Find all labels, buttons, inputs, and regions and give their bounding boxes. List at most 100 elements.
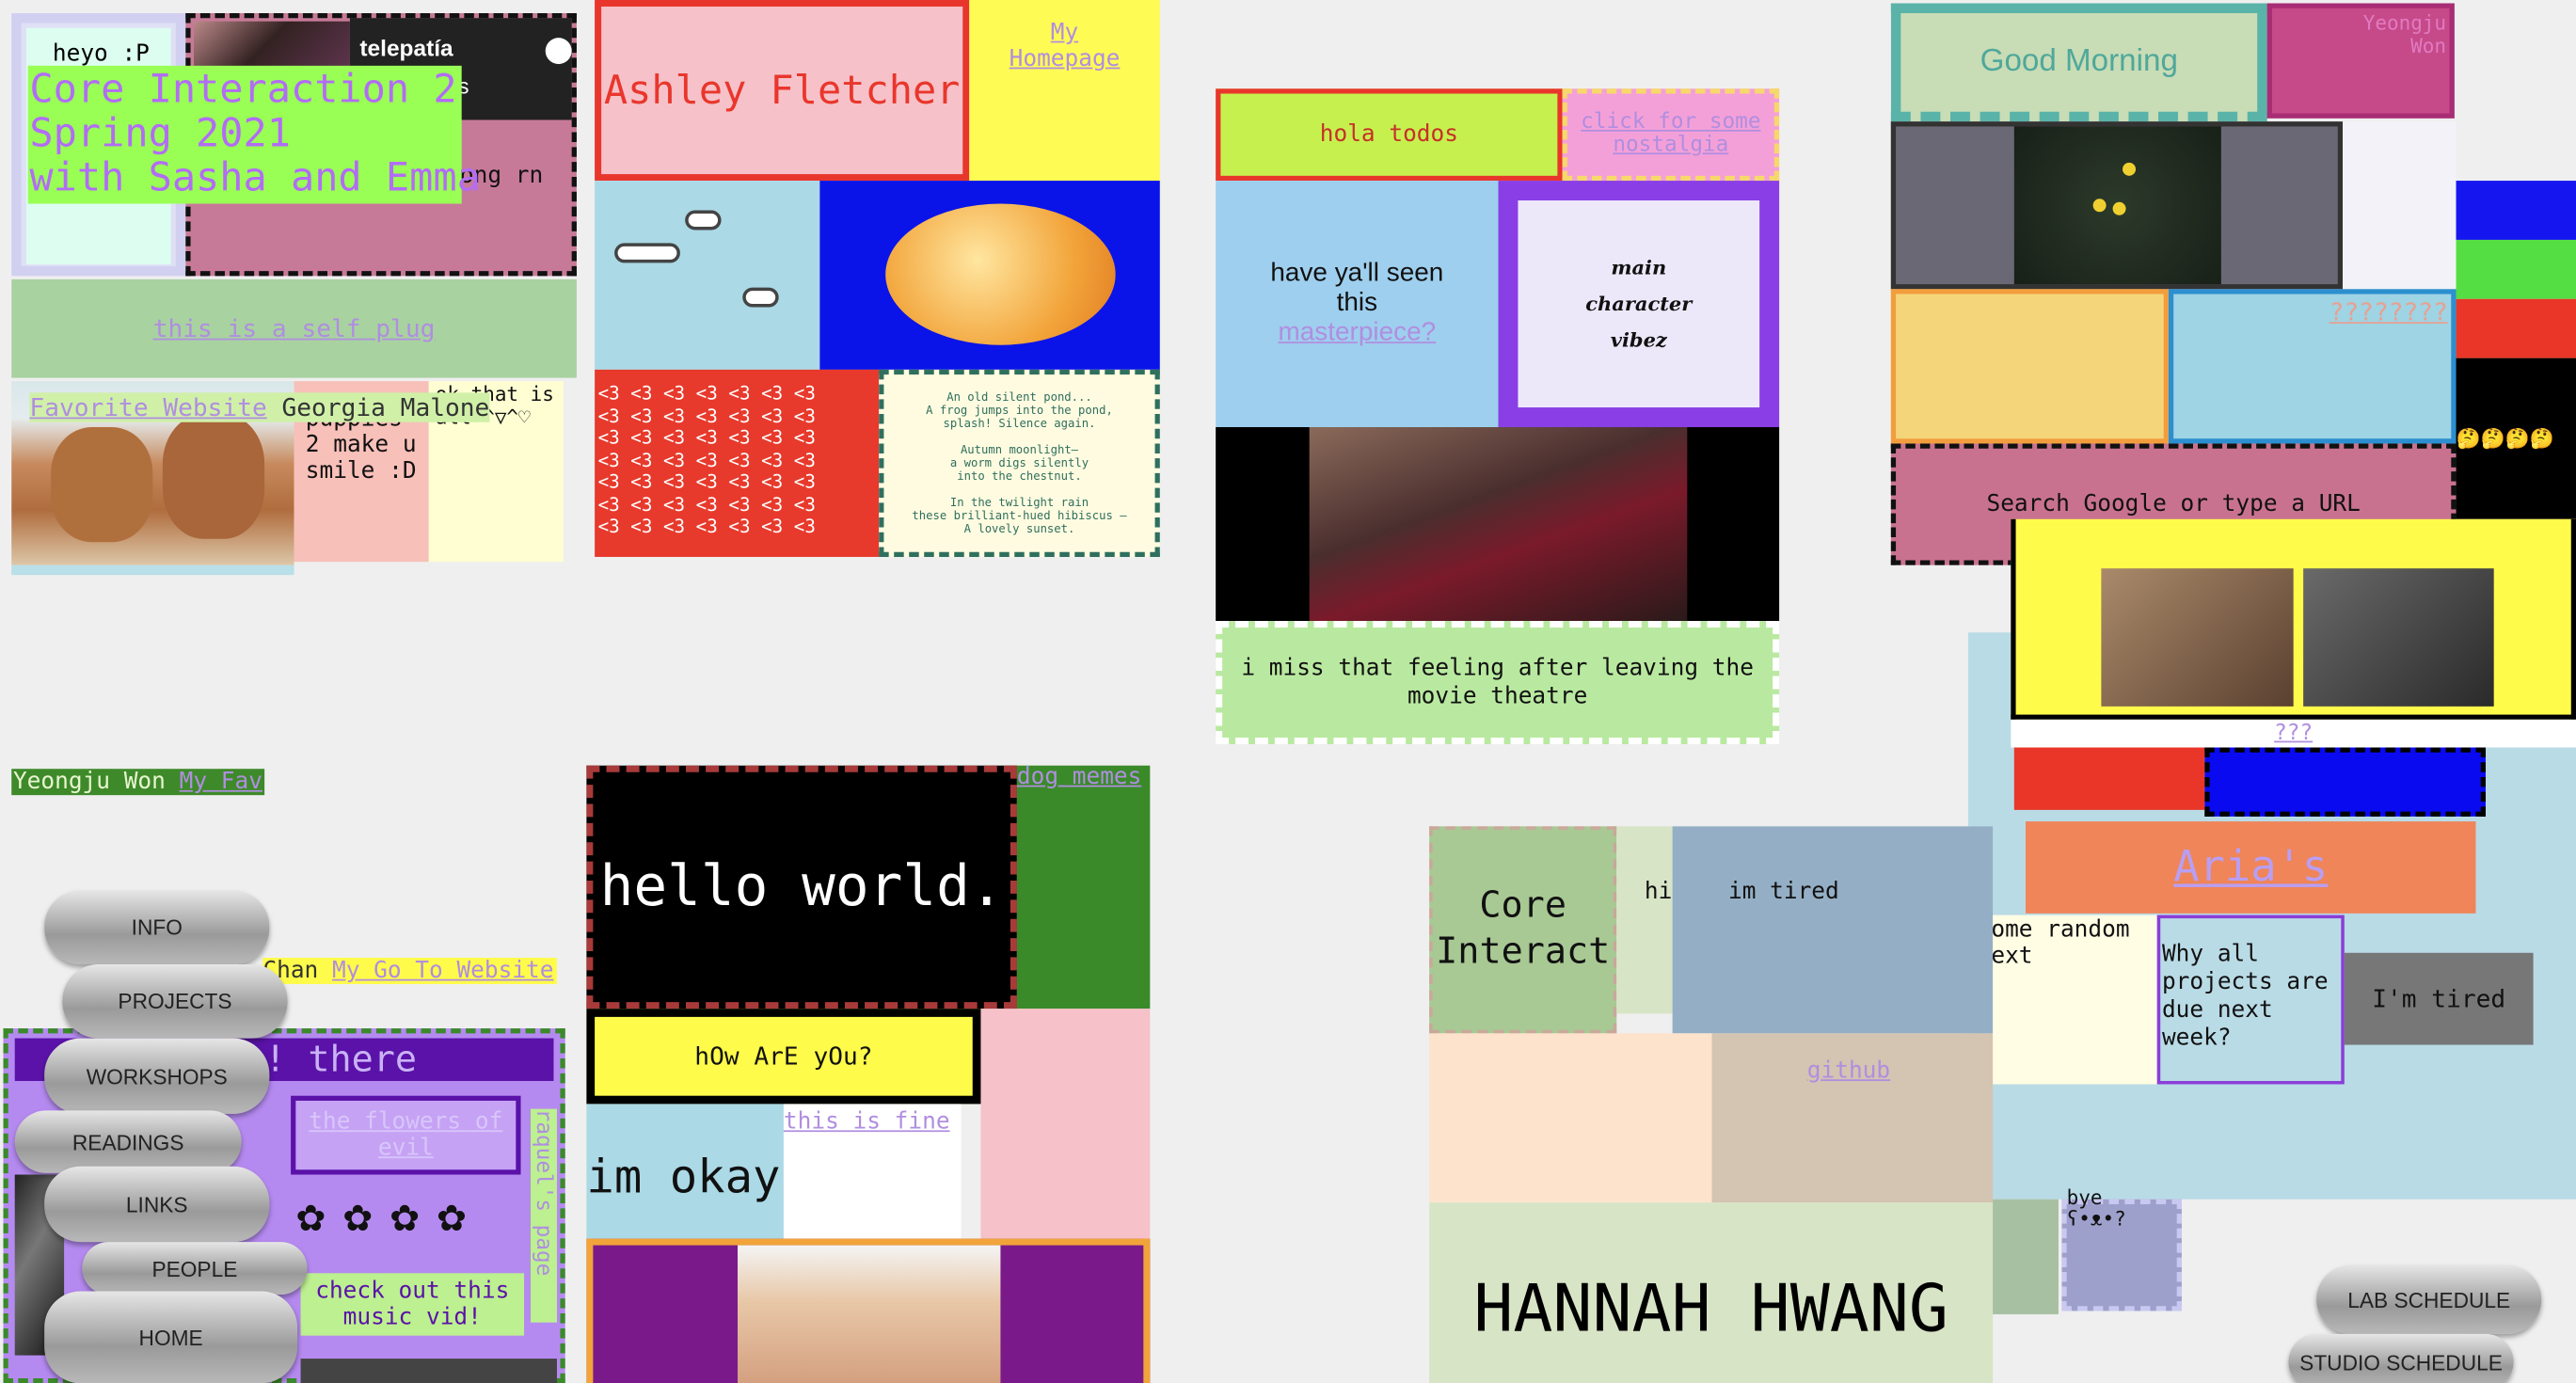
light-blue-block bbox=[586, 1104, 784, 1239]
red-bar bbox=[2013, 747, 2205, 810]
nav-projects-button[interactable]: PROJECTS bbox=[62, 964, 288, 1039]
orange-block bbox=[1890, 289, 2169, 444]
hi-box: hi bbox=[1616, 826, 1673, 1014]
nav-info-button[interactable]: INFO bbox=[44, 890, 270, 965]
hola-text: hola todos bbox=[1319, 121, 1458, 149]
seen-this-text: have ya'll seen this bbox=[1270, 259, 1444, 318]
spotify-logo-icon bbox=[545, 38, 572, 65]
yeongju-corner-text: Yeongju Won bbox=[2362, 11, 2447, 58]
three-q-link[interactable]: ??? bbox=[2274, 721, 2314, 746]
yeongju-bar: Yeongju Won My Fav bbox=[11, 769, 264, 796]
dog-memes-link[interactable]: dog memes bbox=[1016, 763, 1142, 790]
theatre-caption-box: i miss that feeling after leaving the mo… bbox=[1216, 621, 1780, 745]
theatre-caption: i miss that feeling after leaving the mo… bbox=[1241, 654, 1754, 709]
hannah-name: HANNAH HWANG bbox=[1473, 1271, 1948, 1347]
my-fav-link[interactable]: My Fav bbox=[179, 769, 262, 796]
some-random-text: ome random ext bbox=[1991, 916, 2130, 970]
heyo-text: heyo :P bbox=[52, 40, 150, 68]
blue-bar bbox=[2204, 747, 2486, 817]
hearts-line-6: <3 <3 <3 <3 <3 <3 <3 bbox=[597, 493, 816, 516]
ducks-image bbox=[1890, 121, 2344, 290]
aria-link[interactable]: Aria's bbox=[2173, 842, 2329, 893]
main-character-text: main character vibez bbox=[1585, 256, 1693, 352]
nostalgia-box: click for some nostalgia bbox=[1562, 88, 1780, 182]
hearts-line-5: <3 <3 <3 <3 <3 <3 <3 bbox=[597, 471, 816, 493]
goldfish-image bbox=[819, 181, 1160, 370]
nav-home-button[interactable]: HOME bbox=[44, 1291, 298, 1383]
stripe-green bbox=[2456, 239, 2576, 299]
nav-readings-button[interactable]: READINGS bbox=[14, 1110, 242, 1173]
aria-box: Aria's bbox=[2026, 821, 2476, 914]
pink-right-block bbox=[980, 1009, 1151, 1239]
flowers-row: ✿ ✿ ✿ ✿ bbox=[295, 1197, 470, 1239]
nostalgia-link[interactable]: click for some nostalgia bbox=[1581, 109, 1761, 158]
masterpiece-link[interactable]: masterpiece? bbox=[1278, 318, 1437, 347]
github-link[interactable]: github bbox=[1806, 1057, 1891, 1085]
main-character-box: main character vibez bbox=[1498, 181, 1780, 428]
emoji-row: 🤔🤔🤔🤔 bbox=[2456, 427, 2554, 451]
harold-frame bbox=[586, 1238, 1151, 1383]
haiku-box: An old silent pond... A frog jumps into … bbox=[879, 369, 1160, 557]
nav-workshops-button[interactable]: WORKSHOPS bbox=[44, 1038, 270, 1114]
white-block-2 bbox=[783, 1104, 962, 1239]
check-out-text: check out this music vid! bbox=[315, 1278, 510, 1331]
flowers-of-evil-box: the flowers of evil bbox=[291, 1095, 521, 1175]
im-tired-2-text: I'm tired bbox=[2372, 983, 2506, 1014]
raquels-page-link[interactable]: raquel's page bbox=[531, 1108, 556, 1277]
song-fragment: ong rn bbox=[459, 162, 544, 189]
im-tired-box: im tired bbox=[1672, 826, 1994, 1034]
ashley-name: Ashley Fletcher bbox=[603, 67, 961, 114]
nav-links-button[interactable]: LINKS bbox=[44, 1166, 270, 1243]
some-random-box: ome random ext bbox=[1991, 914, 2157, 1085]
nav-people-button[interactable]: PEOPLE bbox=[82, 1242, 308, 1295]
self-plug-link[interactable]: this is a self plug bbox=[152, 313, 436, 343]
check-out-box: check out this music vid! bbox=[300, 1273, 525, 1336]
stripe-red bbox=[2456, 298, 2576, 358]
haiku-text: An old silent pond... A frog jumps into … bbox=[912, 390, 1127, 536]
yeongju-corner-box: Yeongju Won bbox=[2266, 3, 2455, 119]
question-marks: ???????? bbox=[2329, 297, 2448, 327]
why-all-box: Why all projects are due next week? bbox=[2156, 914, 2345, 1085]
chan-bar: Chan My Go To Website bbox=[262, 958, 557, 984]
this-is-fine-link[interactable]: this is fine bbox=[783, 1108, 950, 1136]
spotify-title: telepatía bbox=[359, 34, 453, 61]
raquels-page-box: raquel's page bbox=[531, 1108, 557, 1323]
hello-world-text: hello world. bbox=[599, 854, 1004, 920]
my-go-to-link[interactable]: My Go To Website bbox=[331, 958, 554, 984]
homepage-box: My Homepage bbox=[969, 0, 1160, 182]
hearts-line-1: <3 <3 <3 <3 <3 <3 <3 bbox=[597, 382, 816, 405]
dog-memes-box: dog memes bbox=[1016, 763, 1151, 1009]
this-is-fine-text: this is fine bbox=[783, 1104, 950, 1136]
flowers-of-evil-link[interactable]: the flowers of evil bbox=[309, 1108, 503, 1162]
bye-box: bye ʕ•ᴥ•? bbox=[2061, 1187, 2182, 1311]
seen-this-box: have ya'll seen this masterpiece? bbox=[1216, 181, 1499, 428]
monkey-frame bbox=[2011, 518, 2576, 720]
spotify-fragment: s bbox=[458, 73, 469, 99]
search-google-text: Search Google or type a URL bbox=[1986, 491, 2361, 518]
studio-schedule-button[interactable]: STUDIO SCHEDULE bbox=[2288, 1333, 2514, 1383]
lab-schedule-button[interactable]: LAB SCHEDULE bbox=[2316, 1264, 2542, 1334]
my-homepage-link[interactable]: My Homepage bbox=[1009, 19, 1121, 72]
sage-block bbox=[1993, 1199, 2059, 1314]
favorite-website-bar: Favorite Website Georgia Malone bbox=[29, 392, 489, 422]
peach-block bbox=[1429, 1033, 1712, 1203]
white-block bbox=[2343, 121, 2457, 290]
good-morning-box: Good Morning bbox=[1890, 3, 2267, 122]
hearts-line-7: <3 <3 <3 <3 <3 <3 <3 bbox=[597, 516, 816, 537]
self-plug-bar: this is a self plug bbox=[11, 278, 577, 378]
course-title-box: Core Interaction 2 Spring 2021 with Sash… bbox=[27, 65, 481, 204]
favorite-website-link[interactable]: Favorite Website bbox=[29, 392, 267, 422]
question-box: ???????? bbox=[2168, 289, 2457, 444]
im-okay-text: im okay bbox=[586, 1150, 781, 1204]
github-box: github bbox=[1711, 1033, 1994, 1203]
good-morning-text: Good Morning bbox=[1980, 44, 2178, 79]
hannah-box: HANNAH HWANG bbox=[1429, 1202, 1994, 1383]
hi-text: hi bbox=[1644, 879, 1673, 906]
how-are-you-box: hOw ArE yOu? bbox=[586, 1009, 981, 1105]
how-are-you-text: hOw ArE yOu? bbox=[694, 1041, 873, 1072]
emoji-black-block: 🤔🤔🤔🤔 bbox=[2456, 358, 2576, 519]
hi-there-text: ! there bbox=[264, 1040, 418, 1081]
course-title-line-3: with Sasha and Emma bbox=[29, 154, 481, 201]
stripe-blue bbox=[2456, 181, 2576, 240]
